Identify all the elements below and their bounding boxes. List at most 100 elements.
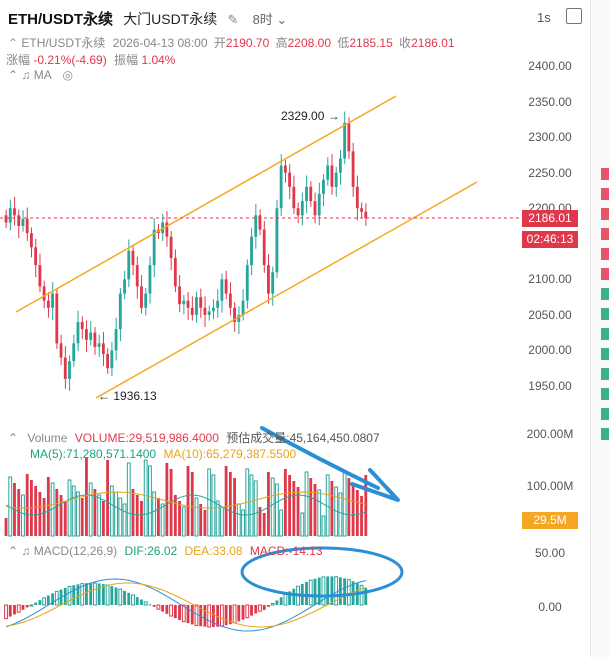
orderbook-row	[601, 408, 609, 420]
symbol-name[interactable]: ETH/USDT永续	[8, 11, 114, 28]
macd-bar	[338, 577, 342, 605]
candle-body	[59, 343, 63, 358]
orderbook-panel[interactable]	[590, 0, 609, 657]
volume-bar	[76, 491, 80, 537]
volume-bar	[360, 496, 363, 536]
volume-bar	[34, 486, 38, 536]
candle-body	[13, 208, 16, 216]
chevron-up-icon[interactable]: ⌃	[8, 544, 19, 558]
chevron-up-icon[interactable]: ⌃	[8, 431, 19, 445]
edit-icon[interactable]: ✎	[227, 12, 239, 27]
candle-body	[330, 165, 334, 187]
bell-icon[interactable]: ♫	[21, 544, 31, 558]
volume-bar	[80, 498, 84, 536]
macd-bar	[105, 584, 110, 606]
macd-bar	[334, 576, 339, 606]
candle-body	[97, 343, 101, 347]
eye-hidden-icon[interactable]: ◎	[62, 68, 73, 82]
macd-bar	[262, 605, 266, 610]
candle-body	[63, 357, 67, 379]
ohlc-line: ⌃ ETH/USDT永续 2026-04-13 08:00 开2190.70 高…	[8, 36, 455, 50]
countdown-tag: 02:46:13	[522, 231, 578, 248]
candle-body	[182, 300, 186, 305]
candle-body	[237, 314, 241, 322]
volume-bar	[165, 463, 169, 536]
macd-bar	[156, 604, 161, 610]
candle-body	[4, 215, 8, 223]
volume-bar	[304, 471, 309, 537]
orderbook-row	[601, 208, 609, 220]
macd-bar	[51, 593, 54, 605]
volume-bar	[4, 518, 8, 536]
candle-body	[279, 165, 283, 209]
macd-bar	[330, 576, 334, 605]
volume-axis-top: 200.00M	[526, 427, 574, 441]
orderbook-row	[601, 288, 609, 300]
macd-bar	[305, 581, 308, 605]
macd-bar	[118, 588, 123, 606]
candle-body	[254, 215, 258, 237]
bell-icon[interactable]: ♫	[21, 68, 31, 82]
chevron-up-icon[interactable]: ⌃	[8, 68, 19, 82]
candle-body	[68, 361, 71, 379]
chevron-up-icon[interactable]: ⌃	[8, 36, 19, 50]
macd-bar	[219, 604, 224, 627]
macd-bar	[232, 604, 237, 624]
volume-bar	[97, 494, 102, 537]
volume-bar	[55, 489, 59, 536]
volume-bar	[364, 475, 368, 536]
volume-ma-legend: MA(5):71,280,571.1400 MA(10):65,279,387.…	[30, 447, 297, 461]
volume-bar	[203, 510, 207, 536]
macd-bar	[29, 604, 34, 607]
highlight-ellipse	[240, 546, 404, 598]
volume-current-tag: 29.5M	[522, 512, 578, 529]
timeframe-selector[interactable]: 8时 ⌄	[252, 12, 288, 27]
candle-body	[241, 300, 245, 315]
macd-legend: ⌃ ♫ MACD(12,26,9) DIF:26.02 DEA:33.08 MA…	[8, 544, 323, 558]
candle-body	[271, 272, 275, 294]
orderbook-row	[601, 228, 609, 240]
volume-axis-mid: 100.00M	[526, 479, 574, 493]
macd-bar	[131, 594, 135, 606]
candle-body	[8, 208, 12, 223]
macd-bar	[308, 579, 313, 606]
volume-bar	[46, 477, 50, 536]
price-axis-label: 2000.00	[528, 343, 572, 358]
volume-bar	[143, 459, 148, 537]
volume-bar	[17, 489, 21, 536]
macd-bar	[76, 584, 80, 605]
candle-body	[313, 201, 317, 216]
candle-body	[173, 258, 177, 287]
volume-ma10-line	[6, 491, 366, 509]
candle-body	[211, 307, 215, 312]
fullscreen-icon[interactable]	[566, 8, 582, 24]
macd-axis-zero: 0.00	[538, 600, 562, 614]
macd-bar	[267, 605, 270, 607]
macd-bar	[292, 588, 296, 605]
orderbook-row	[601, 308, 609, 320]
refresh-interval[interactable]: 1s	[537, 10, 551, 25]
candle-body	[317, 194, 321, 216]
symbol-header[interactable]: ETH/USDT永续 大门USDT永续 ✎ 8时 ⌄	[8, 8, 287, 29]
volume-bar	[347, 478, 351, 536]
candle-body	[55, 293, 59, 344]
macd-bar	[114, 587, 118, 605]
volume-bar	[207, 468, 212, 537]
candle-body	[17, 215, 21, 226]
price-axis-label: 2250.00	[528, 165, 572, 180]
channel-upper-line	[15, 95, 397, 313]
volume-bar	[199, 504, 203, 536]
macd-bar	[101, 584, 105, 605]
candle-body	[245, 265, 249, 301]
volume-bar	[160, 503, 165, 537]
orderbook-row	[601, 388, 609, 400]
macd-bar	[148, 604, 152, 606]
volume-bar	[211, 474, 216, 537]
macd-bar	[8, 605, 12, 617]
candle-body	[127, 250, 131, 280]
volume-bar	[321, 515, 326, 537]
candle-body	[135, 265, 139, 287]
orderbook-row	[601, 248, 609, 260]
price-axis-label: 2400.00	[528, 59, 572, 73]
